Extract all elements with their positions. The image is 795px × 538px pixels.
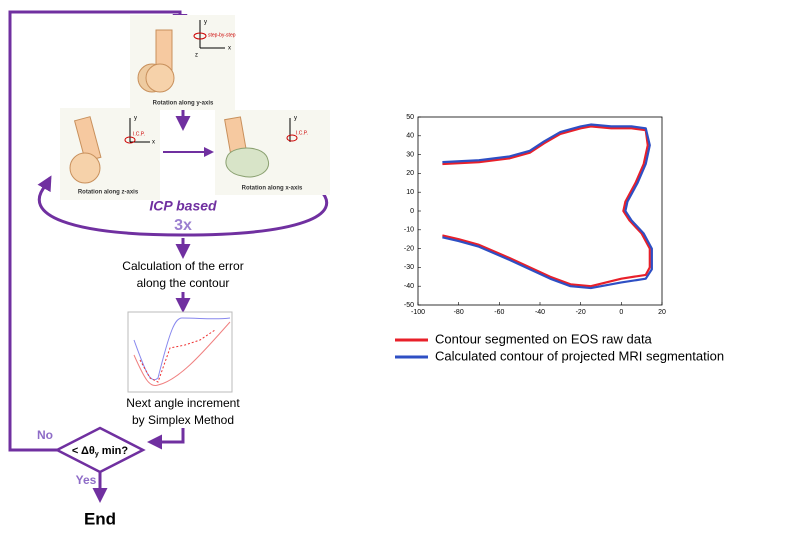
y-tick-label: -40 xyxy=(404,283,414,290)
yes-label: Yes xyxy=(76,473,97,487)
step-text: along the contour xyxy=(137,276,230,290)
axis-label: y xyxy=(134,116,137,122)
y-tick-label: -20 xyxy=(404,245,414,252)
axis-label: y xyxy=(204,20,207,26)
legend-label: Calculated contour of projected MRI segm… xyxy=(435,348,724,363)
y-tick-label: -50 xyxy=(404,302,414,309)
note: I.C.P. xyxy=(133,131,145,137)
arrow xyxy=(150,428,183,442)
illustration-x: I.C.P. y Rotation along x-axis xyxy=(215,110,330,195)
y-tick-label: 20 xyxy=(406,170,414,177)
note: I.C.P. xyxy=(296,130,308,136)
illustration-z: I.C.P. y x Rotation along z-axis xyxy=(60,108,160,200)
y-tick-label: 0 xyxy=(410,208,414,215)
caption: Rotation along x-axis xyxy=(242,186,303,192)
y-tick-label: 40 xyxy=(406,133,414,140)
no-label: No xyxy=(37,428,53,442)
mini-plot xyxy=(128,312,232,392)
note: step-by-step xyxy=(208,32,236,38)
step-text: Calculation of the error xyxy=(122,259,243,273)
y-tick-label: 30 xyxy=(406,151,414,158)
x-tick-label: -100 xyxy=(411,309,425,316)
x-tick-label: 20 xyxy=(658,309,666,316)
caption: Rotation along z-axis xyxy=(78,190,139,196)
loop-arrow xyxy=(46,178,50,185)
legend-label: Contour segmented on EOS raw data xyxy=(435,331,653,346)
decision-text: < Δθy min? xyxy=(72,445,128,458)
illustration-y: step-by-step y z x Rotation along y-axis xyxy=(130,15,236,110)
step-text: by Simplex Method xyxy=(132,413,234,427)
axis-label: x xyxy=(152,140,155,146)
step-text: Next angle increment xyxy=(126,396,240,410)
decision-main: < Δθ xyxy=(72,445,95,457)
axis-label: x xyxy=(228,46,231,52)
x-tick-label: -80 xyxy=(454,309,464,316)
y-tick-label: -10 xyxy=(404,227,414,234)
x-tick-label: -40 xyxy=(535,309,545,316)
axis-label: z xyxy=(195,53,198,59)
y-tick-label: -30 xyxy=(404,264,414,271)
x-tick-label: -60 xyxy=(494,309,504,316)
x-tick-label: -20 xyxy=(576,309,586,316)
page: step-by-step y z x Rotation along y-axis… xyxy=(0,0,795,533)
y-tick-label: 10 xyxy=(406,189,414,196)
caption: Rotation along y-axis xyxy=(153,101,214,107)
decision-suffix: min? xyxy=(99,445,129,457)
loop-label: ICP based xyxy=(149,198,217,214)
end-label: End xyxy=(84,509,116,528)
y-tick-label: 50 xyxy=(406,114,414,121)
axis-label: y xyxy=(294,116,297,122)
x-tick-label: 0 xyxy=(619,309,623,316)
loop-count: 3x xyxy=(174,217,192,234)
